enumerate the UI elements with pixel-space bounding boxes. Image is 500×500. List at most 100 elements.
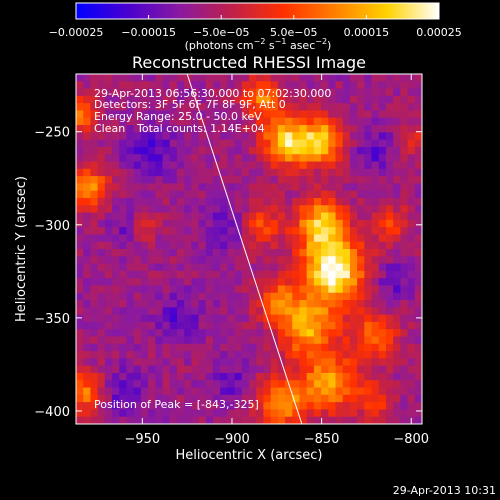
- heatmap-cell: [364, 117, 373, 126]
- heatmap-cell: [328, 227, 337, 236]
- heatmap-cell: [249, 416, 257, 424]
- heatmap-cell: [191, 307, 200, 316]
- heatmap-cell: [349, 168, 358, 177]
- heatmap-cell: [191, 285, 200, 294]
- heatmap-cell: [162, 402, 171, 411]
- heatmap-cell: [198, 314, 207, 323]
- heatmap-cell: [371, 380, 380, 389]
- heatmap-cell: [285, 241, 293, 250]
- heatmap-cell: [328, 183, 337, 192]
- heatmap-cell: [263, 183, 272, 192]
- heatmap-cell: [385, 409, 394, 418]
- heatmap-cell: [393, 205, 401, 214]
- heatmap-cell: [119, 409, 128, 418]
- heatmap-cell: [212, 372, 221, 381]
- heatmap-cell: [335, 146, 344, 155]
- heatmap-cell: [191, 110, 200, 119]
- heatmap-cell: [342, 88, 351, 97]
- heatmap-cell: [292, 409, 301, 418]
- heatmap-cell: [321, 117, 329, 126]
- heatmap-cell: [270, 183, 279, 192]
- heatmap-cell: [212, 358, 221, 367]
- heatmap-cell: [263, 256, 272, 265]
- heatmap-cell: [357, 321, 365, 330]
- heatmap-cell: [76, 95, 84, 104]
- heatmap-cell: [328, 372, 337, 381]
- heatmap-cell: [133, 416, 142, 424]
- heatmap-cell: [184, 351, 192, 359]
- heatmap-cell: [162, 372, 171, 381]
- heatmap-cell: [364, 212, 373, 221]
- heatmap-cell: [220, 205, 228, 214]
- heatmap-cell: [241, 103, 250, 112]
- heatmap-cell: [342, 321, 351, 330]
- heatmap-cell: [119, 139, 128, 148]
- heatmap-cell: [378, 132, 387, 141]
- heatmap-cell: [212, 263, 221, 272]
- heatmap-cell: [292, 197, 301, 206]
- heatmap-cell: [385, 249, 394, 257]
- heatmap-cell: [104, 154, 113, 163]
- heatmap-cell: [249, 161, 257, 170]
- heatmap-cell: [393, 329, 401, 338]
- heatmap-cell: [97, 285, 106, 294]
- heatmap-cell: [414, 95, 422, 104]
- heatmap-cell: [292, 146, 301, 155]
- heatmap-cell: [400, 300, 409, 308]
- heatmap-cell: [90, 95, 99, 104]
- heatmap-cell: [335, 372, 344, 381]
- heatmap-cell: [306, 95, 315, 104]
- heatmap-cell: [76, 146, 84, 155]
- heatmap-cell: [270, 394, 279, 403]
- heatmap-cell: [414, 183, 422, 192]
- heatmap-cell: [385, 81, 394, 90]
- heatmap-cell: [335, 343, 344, 352]
- heatmap-cell: [184, 292, 192, 301]
- heatmap-cell: [285, 409, 293, 418]
- heatmap-cell: [104, 358, 113, 367]
- heatmap-cell: [112, 372, 120, 381]
- heatmap-cell: [198, 372, 207, 381]
- heatmap-cell: [205, 249, 214, 257]
- heatmap-cell: [148, 241, 156, 250]
- heatmap-cell: [263, 125, 272, 133]
- heatmap-cell: [83, 139, 92, 148]
- heatmap-cell: [76, 380, 84, 389]
- heatmap-cell: [227, 241, 236, 250]
- heatmap-cell: [234, 117, 243, 126]
- heatmap-cell: [249, 300, 257, 308]
- heatmap-cell: [393, 256, 401, 265]
- heatmap-cell: [349, 343, 358, 352]
- heatmap-cell: [328, 95, 337, 104]
- heatmap-cell: [198, 351, 207, 359]
- heatmap-cell: [249, 380, 257, 389]
- heatmap-cell: [378, 394, 387, 403]
- heatmap-cell: [191, 278, 200, 287]
- heatmap-cell: [119, 234, 128, 243]
- heatmap-cell: [285, 336, 293, 345]
- heatmap-cell: [342, 197, 351, 206]
- heatmap-cell: [378, 146, 387, 155]
- heatmap-cell: [256, 263, 265, 272]
- heatmap-cell: [76, 387, 84, 396]
- heatmap-cell: [220, 227, 228, 236]
- heatmap-cell: [83, 336, 92, 345]
- heatmap-cell: [126, 351, 135, 359]
- heatmap-cell: [371, 81, 380, 90]
- heatmap-cell: [285, 212, 293, 221]
- heatmap-cell: [205, 358, 214, 367]
- heatmap-cell: [191, 146, 200, 155]
- heatmap-cell: [155, 125, 164, 133]
- heatmap-cell: [321, 241, 329, 250]
- heatmap-cell: [148, 95, 156, 104]
- heatmap-cell: [184, 380, 192, 389]
- heatmap-cell: [104, 219, 113, 228]
- heatmap-cell: [256, 256, 265, 265]
- heatmap-cell: [97, 205, 106, 214]
- heatmap-cell: [241, 402, 250, 411]
- heatmap-cell: [155, 278, 164, 287]
- heatmap-cell: [378, 249, 387, 257]
- heatmap-cell: [162, 154, 171, 163]
- heatmap-cell: [357, 132, 365, 141]
- heatmap-cell: [414, 227, 422, 236]
